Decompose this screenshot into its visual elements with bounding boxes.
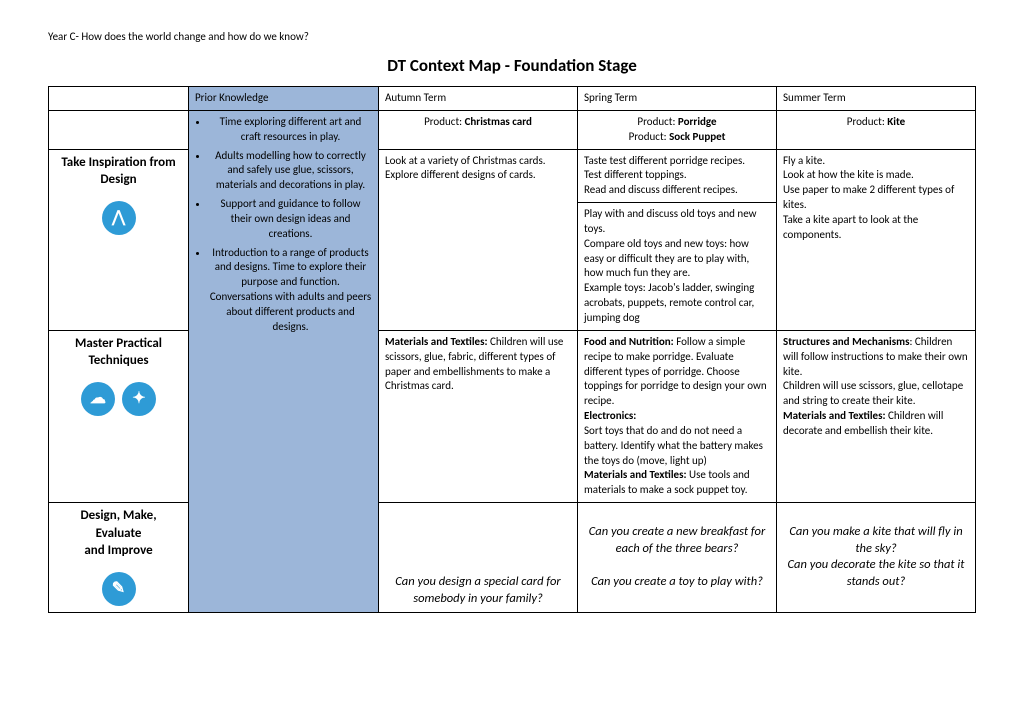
prior-bullet: Support and guidance to follow their own… [209,197,372,242]
inspiration-spring-b: Play with and discuss old toys and new t… [578,203,777,331]
techniques-spring: Food and Nutrition: Follow a simple reci… [578,330,777,502]
page-header: Year C- How does the world change and ho… [48,30,976,43]
table-header-row: Prior Knowledge Autumn Term Spring Term … [49,87,976,111]
row-label-inspiration: Take Inspiration from Design ⋀ [49,149,189,330]
design-summer: Can you make a kite that will fly in the… [777,503,976,613]
product-autumn: Product: Christmas card [379,110,578,149]
design-autumn: Can you design a special card for somebo… [379,503,578,613]
prior-knowledge-cell: Time exploring different art and craft r… [189,110,379,612]
prior-bullet: Time exploring different art and craft r… [209,115,372,145]
col-prior: Prior Knowledge [189,87,379,111]
inspiration-autumn: Look at a variety of Christmas cards. Ex… [379,149,578,330]
person-icon: ✦ [122,382,156,416]
compass-icon: ⋀ [102,201,136,235]
inspiration-summer: Fly a kite.Look at how the kite is made.… [777,149,976,330]
inspiration-spring-a: Taste test different porridge recipes.Te… [578,149,777,203]
techniques-autumn: Materials and Textiles: Children will us… [379,330,578,502]
col-summer: Summer Term [777,87,976,111]
product-row: Time exploring different art and craft r… [49,110,976,149]
row-label-techniques: Master Practical Techniques ☁ ✦ [49,330,189,502]
techniques-summer: Structures and Mechanisms: Children will… [777,330,976,502]
product-summer: Product: Kite [777,110,976,149]
row-inspiration-a: Take Inspiration from Design ⋀ Look at a… [49,149,976,203]
row-techniques: Master Practical Techniques ☁ ✦ Material… [49,330,976,502]
design-spring: Can you create a new breakfast for each … [578,503,777,613]
wand-icon: ✎ [102,572,136,606]
brain-icon: ☁ [81,382,115,416]
page-title: DT Context Map - Foundation Stage [48,55,976,76]
prior-bullet: Adults modelling how to correctly and sa… [209,149,372,194]
row-label-design: Design, Make, Evaluate and Improve ✎ [49,503,189,613]
col-autumn: Autumn Term [379,87,578,111]
prior-bullet: Introduction to a range of products and … [209,246,372,335]
context-map-table: Prior Knowledge Autumn Term Spring Term … [48,86,976,613]
row-design: Design, Make, Evaluate and Improve ✎ Can… [49,503,976,613]
col-spring: Spring Term [578,87,777,111]
product-spring: Product: Porridge Product: Sock Puppet [578,110,777,149]
